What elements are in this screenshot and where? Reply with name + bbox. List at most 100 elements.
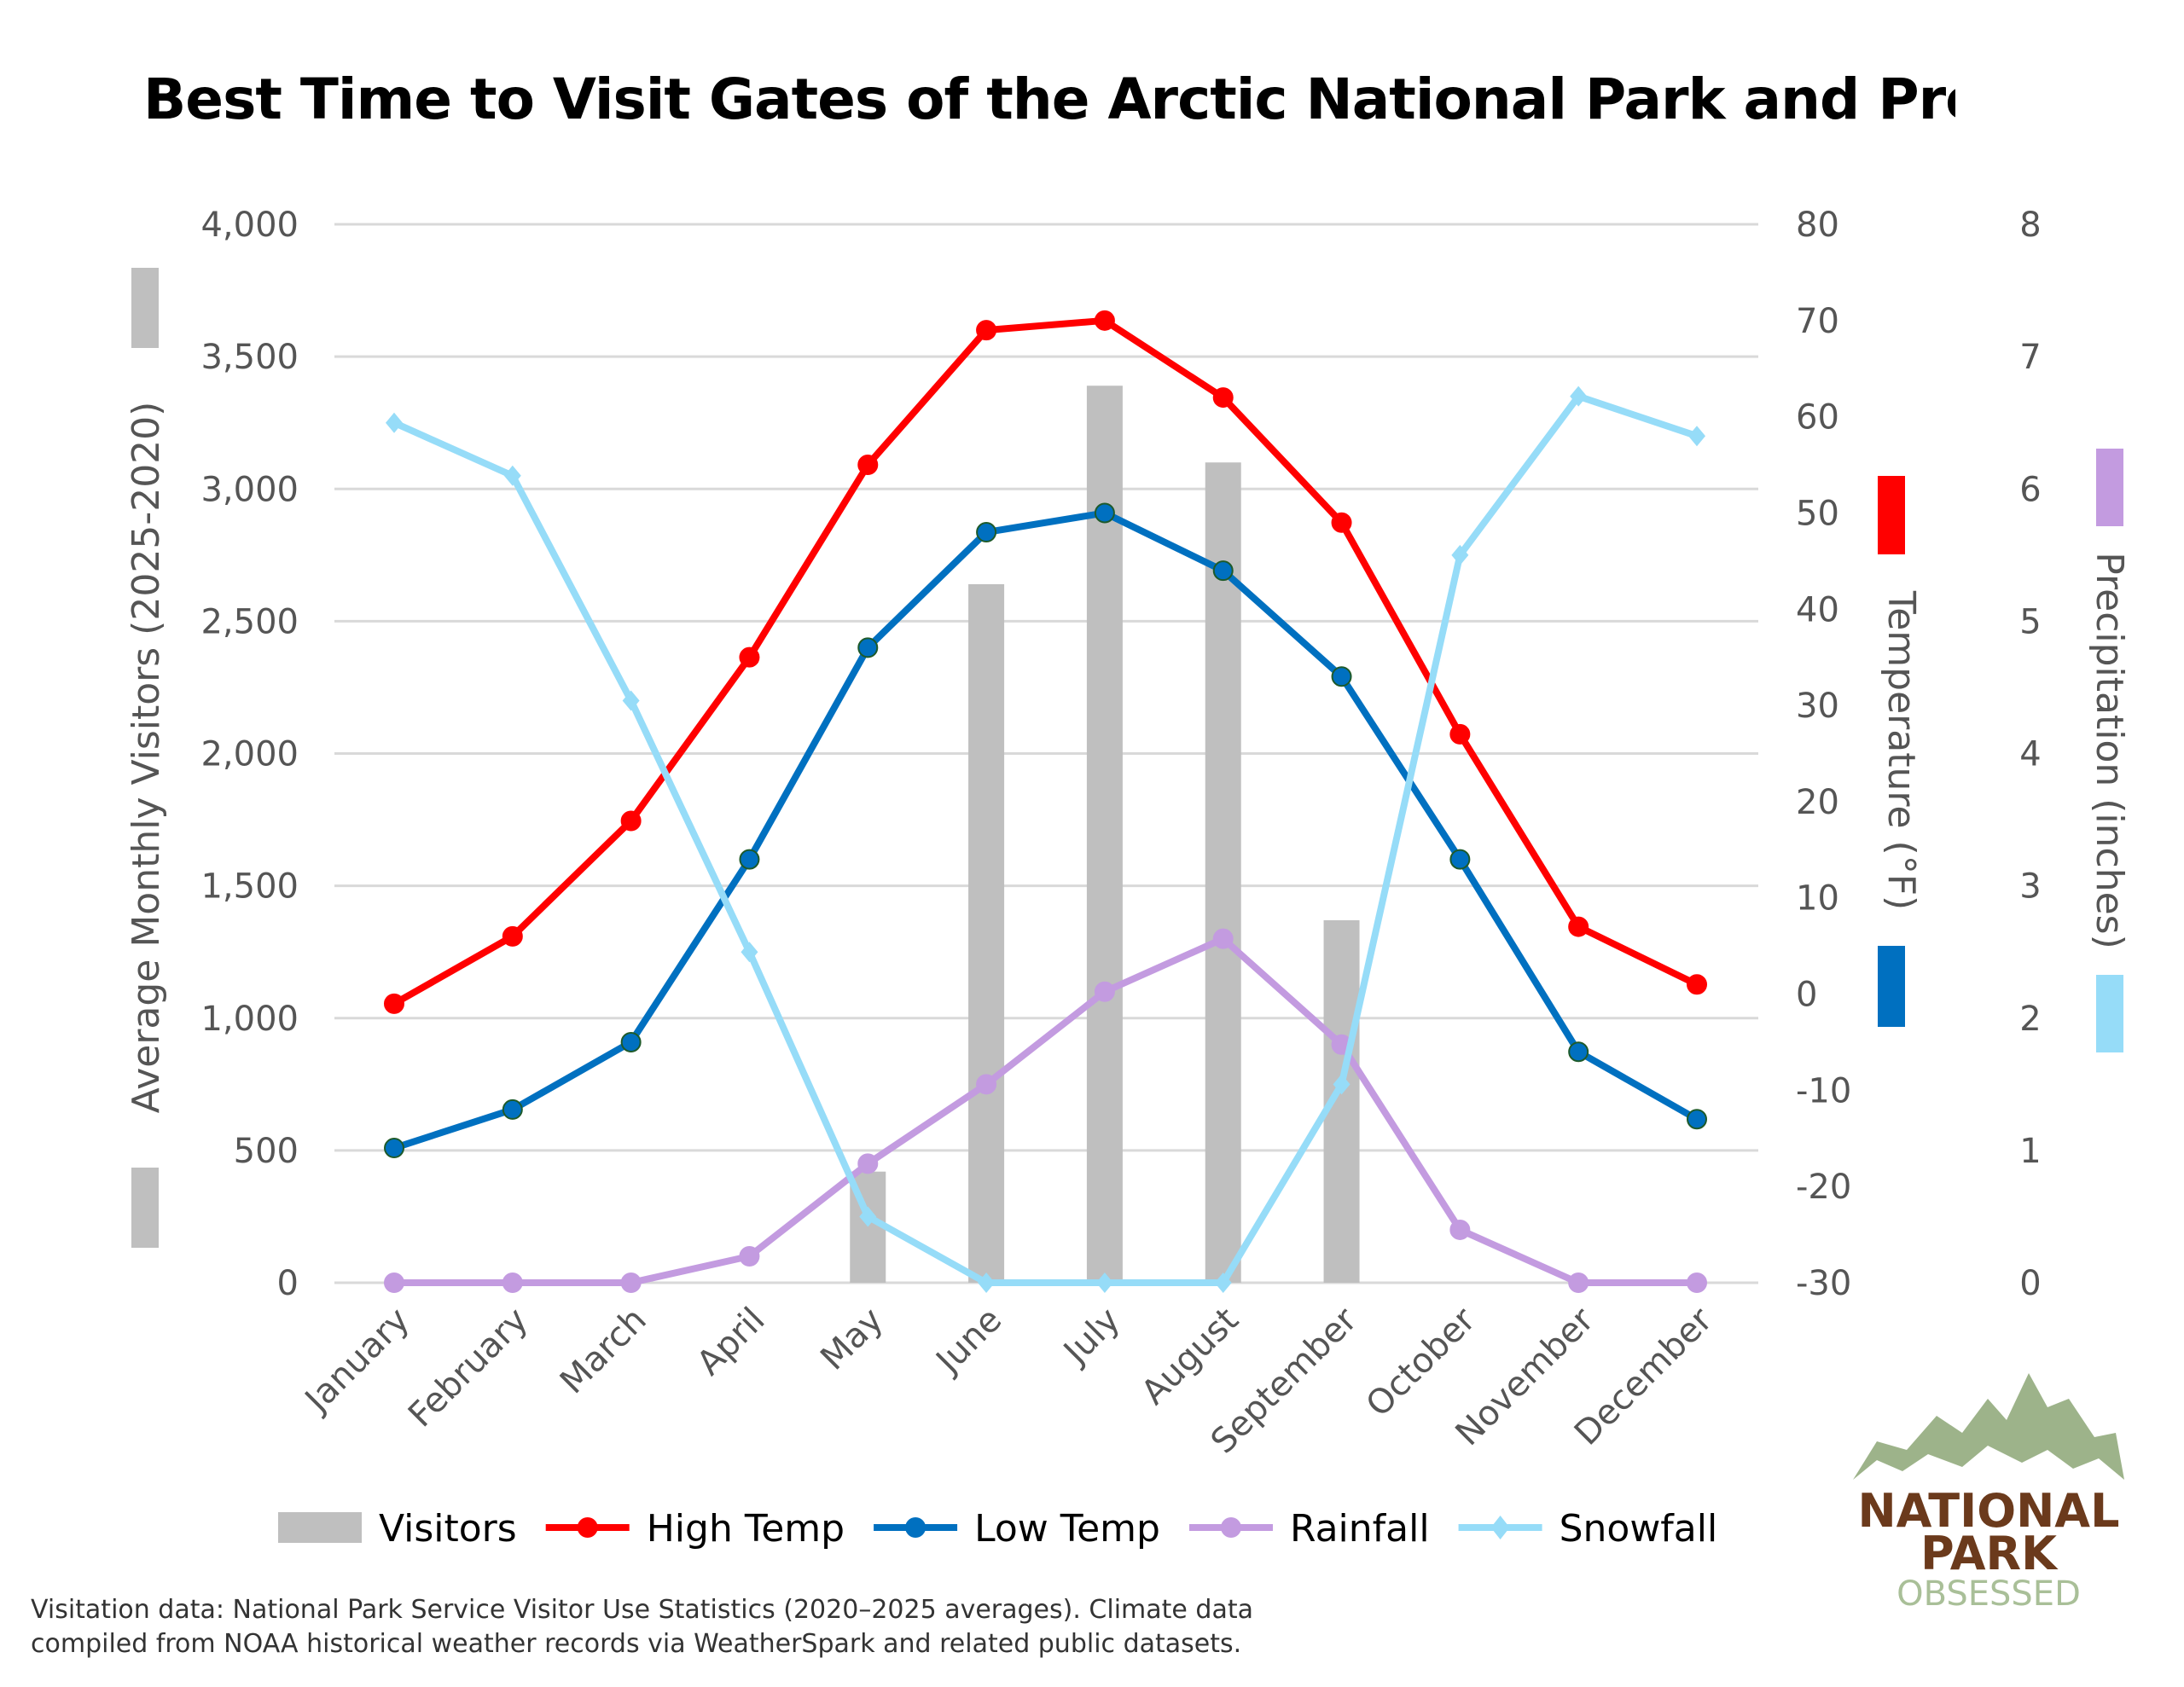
low-temp-point <box>1568 1041 1589 1063</box>
snowfall-point <box>1095 1272 1113 1293</box>
logo-text-park: PARK <box>1920 1527 2059 1580</box>
high-temp-point <box>502 925 523 947</box>
temp-axis-tick: 50 <box>1796 494 1839 533</box>
rainfall-point <box>1568 1272 1589 1293</box>
low-temp-point <box>1212 560 1234 582</box>
left-axis-tick: 4,000 <box>200 206 299 245</box>
temp-axis-tick: -20 <box>1796 1168 1851 1207</box>
precip-axis-tick: 3 <box>2019 867 2041 907</box>
high-temp-axis-swatch <box>1878 476 1905 554</box>
high-temp-point <box>384 993 404 1014</box>
temp-axis-tick: 0 <box>1796 976 1817 1015</box>
high-temp-point <box>1212 387 1234 409</box>
snowfall-point <box>1570 386 1588 407</box>
low-temp-point <box>384 1138 404 1159</box>
precip-axis-tick: 5 <box>2019 602 2041 641</box>
legend-marker-low-temp <box>905 1517 926 1538</box>
precip-axis-tick: 8 <box>2019 206 2041 245</box>
low-temp-axis-swatch <box>1878 946 1905 1027</box>
temp-axis-tick: -10 <box>1796 1071 1851 1110</box>
x-axis-tick: January <box>296 1301 417 1422</box>
left-axis-tick: 500 <box>234 1132 299 1171</box>
rainfall-point <box>1212 928 1234 949</box>
precip-axis-tick: 4 <box>2019 735 2041 774</box>
precip-axis-tick: 0 <box>2019 1264 2041 1303</box>
low-temp-point <box>620 1031 642 1052</box>
low-temp-point <box>739 849 760 870</box>
left-axis-tick: 3,500 <box>200 338 299 377</box>
snowfall-point <box>1333 1074 1350 1095</box>
left-axis-tick: 1,500 <box>200 867 299 907</box>
rainfall-point <box>1687 1272 1707 1293</box>
snowfall-line <box>392 392 1699 1286</box>
temp-axis-tick: 30 <box>1796 687 1839 726</box>
visitors-bar <box>1205 462 1241 1283</box>
rainfall-point <box>1094 981 1115 1002</box>
legend-label-high-temp: High Temp <box>647 1507 845 1551</box>
snowfall-point <box>1688 426 1705 447</box>
legend-label-low-temp: Low Temp <box>974 1507 1160 1551</box>
low-temp-point <box>1449 849 1471 870</box>
x-axis-tick: March <box>553 1301 654 1402</box>
left-axis-tick: 2,500 <box>200 602 299 641</box>
visitors-axis-swatch <box>131 1168 159 1248</box>
x-axis-tick: July <box>1054 1301 1128 1374</box>
logo-mountains-icon <box>1853 1373 2124 1480</box>
snowfall-point <box>386 412 403 433</box>
high-temp-point <box>1687 974 1707 995</box>
x-axis-tick: April <box>689 1301 772 1383</box>
legend-marker-snowfall <box>1490 1516 1510 1539</box>
x-axis-tick: February <box>401 1301 536 1435</box>
precip-axis-tick: 6 <box>2019 470 2041 509</box>
left-axis-title: Average Monthly Visitors (2025-2020) <box>125 402 168 1114</box>
footnote-line-1: Visitation data: National Park Service V… <box>31 1595 1253 1625</box>
left-axis-tick: 3,000 <box>200 470 299 509</box>
snowfall-point <box>622 690 640 711</box>
x-axis-tick: June <box>927 1301 1009 1383</box>
precip-axis-tick: 2 <box>2019 1000 2041 1039</box>
precip-axis-tick: 7 <box>2019 338 2041 377</box>
rainfall-point <box>976 1074 997 1095</box>
snowfall-point <box>978 1272 996 1293</box>
rainfall-point <box>739 1245 760 1267</box>
temp-axis-tick: -30 <box>1796 1264 1851 1303</box>
rainfall-point <box>502 1272 523 1293</box>
temp-axis-tick: 10 <box>1796 879 1839 919</box>
high-temp-point <box>1568 916 1589 937</box>
footnote-line-2: compiled from NOAA historical weather re… <box>31 1629 1242 1659</box>
rainfall-line <box>394 935 1697 1286</box>
legend-marker-high-temp <box>577 1517 598 1538</box>
legend-marker-rainfall <box>1220 1517 1241 1538</box>
snowfall-point <box>741 942 758 963</box>
temp-axis-tick: 20 <box>1796 783 1839 822</box>
legend-label-snowfall: Snowfall <box>1560 1507 1718 1551</box>
high-temp-point <box>1449 723 1471 745</box>
rainfall-point <box>857 1153 879 1174</box>
high-temp-point <box>1331 512 1352 533</box>
legend-swatch-visitors <box>278 1512 362 1543</box>
temp-axis-tick: 40 <box>1796 590 1839 629</box>
low-temp-line <box>392 509 1699 1151</box>
high-temp-point <box>857 455 879 476</box>
low-temp-point <box>1331 666 1352 687</box>
snowfall-point <box>1451 544 1469 565</box>
high-temp-point <box>1094 310 1115 331</box>
low-temp-point <box>1687 1109 1707 1130</box>
temp-axis-tick: 80 <box>1796 206 1839 245</box>
low-temp-point <box>976 522 997 543</box>
precip-axis-tick: 1 <box>2019 1132 2041 1171</box>
rainfall-axis-swatch <box>2096 449 2123 526</box>
precip-axis-title: Precipitation (inches) <box>2088 552 2131 949</box>
high-temp-point <box>976 320 997 341</box>
left-axis-tick: 0 <box>277 1264 299 1303</box>
high-temp-point <box>620 810 642 832</box>
temp-axis-tick: 70 <box>1796 302 1839 341</box>
low-temp-point <box>502 1099 523 1120</box>
visitors-bar <box>968 583 1005 1283</box>
rainfall-point <box>384 1272 404 1293</box>
footnote: Visitation data: National Park Service V… <box>31 1593 1253 1661</box>
high-temp-line <box>392 316 1699 1007</box>
rainfall-point <box>620 1272 642 1293</box>
snowfall-point <box>859 1206 877 1227</box>
